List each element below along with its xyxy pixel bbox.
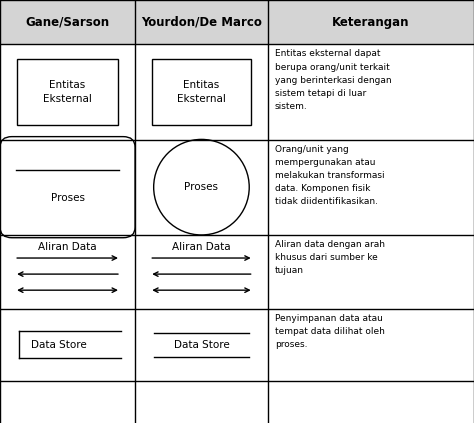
- Text: Entitas
Eksternal: Entitas Eksternal: [43, 80, 92, 104]
- Bar: [0, 0, 474, 44]
- Bar: [17, 59, 118, 125]
- Text: Orang/unit yang
mempergunakan atau
melakukan transformasi
data. Komponen fisik
t: Orang/unit yang mempergunakan atau melak…: [275, 145, 384, 206]
- Text: Aliran data dengan arah
khusus dari sumber ke
tujuan: Aliran data dengan arah khusus dari sumb…: [275, 240, 385, 275]
- Text: Proses: Proses: [184, 182, 219, 192]
- Text: Gane/Sarson: Gane/Sarson: [26, 16, 109, 29]
- Text: Data Store: Data Store: [31, 340, 87, 350]
- Text: Entitas
Eksternal: Entitas Eksternal: [177, 80, 226, 104]
- Text: Proses: Proses: [51, 193, 84, 203]
- Text: Data Store: Data Store: [173, 340, 229, 350]
- Text: Aliran Data: Aliran Data: [38, 242, 97, 253]
- Bar: [152, 59, 251, 125]
- Text: Aliran Data: Aliran Data: [172, 242, 231, 253]
- Text: Entitas eksternal dapat
berupa orang/unit terkait
yang berinterkasi dengan
siste: Entitas eksternal dapat berupa orang/uni…: [275, 49, 392, 111]
- Text: Penyimpanan data atau
tempat data dilihat oleh
proses.: Penyimpanan data atau tempat data diliha…: [275, 314, 385, 349]
- Text: Keterangan: Keterangan: [332, 16, 410, 29]
- Text: Yourdon/De Marco: Yourdon/De Marco: [141, 16, 262, 29]
